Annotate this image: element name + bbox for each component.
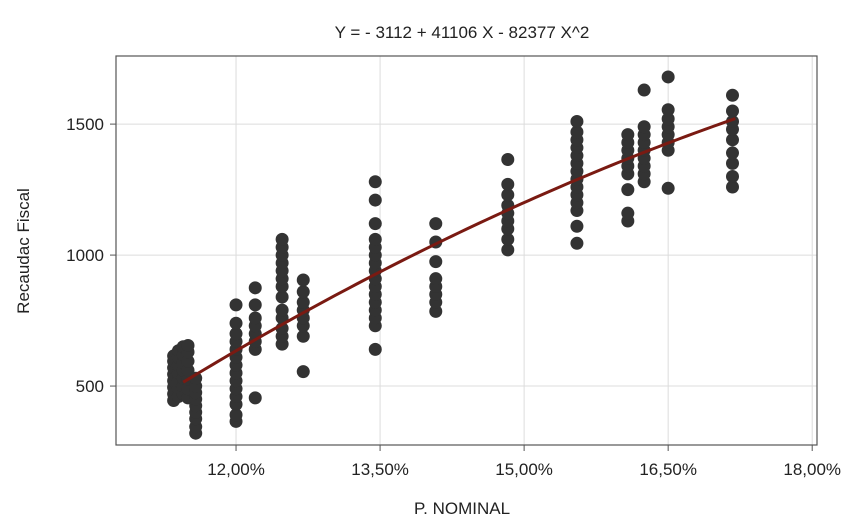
data-point (275, 290, 289, 304)
plot-frame (115, 55, 818, 446)
data-point (501, 232, 515, 246)
data-point (429, 217, 443, 231)
data-point (661, 103, 675, 117)
data-point (368, 217, 382, 231)
fit-curve (182, 117, 736, 384)
data-point (725, 180, 739, 194)
data-point (725, 169, 739, 183)
data-point (229, 316, 243, 330)
y-axis-ticks: 500 1000 1500 (66, 115, 116, 396)
x-tick-label: 15,00% (495, 460, 553, 479)
data-point (368, 193, 382, 207)
data-point (570, 114, 584, 128)
data-point (637, 83, 651, 97)
data-point (296, 295, 310, 309)
data-points (167, 70, 739, 440)
data-point (570, 219, 584, 233)
data-point (429, 304, 443, 318)
data-point (229, 327, 243, 341)
y-tick-label: 1500 (66, 115, 104, 134)
y-tick-label: 1000 (66, 246, 104, 265)
data-point (637, 120, 651, 134)
x-tick-label: 16,50% (639, 460, 697, 479)
data-point (368, 232, 382, 246)
data-point (229, 408, 243, 422)
data-point (275, 232, 289, 246)
data-point (570, 236, 584, 250)
data-point (621, 183, 635, 197)
data-point (725, 156, 739, 170)
x-axis-ticks: 12,00% 13,50% 15,00% 16,50% 18,00% (207, 445, 841, 479)
data-point (429, 255, 443, 269)
data-point (501, 243, 515, 257)
data-point (275, 303, 289, 317)
data-point (661, 181, 675, 195)
data-point (725, 114, 739, 128)
data-point (368, 175, 382, 189)
data-point (229, 298, 243, 312)
data-point (725, 133, 739, 147)
data-point (661, 70, 675, 84)
x-tick-label: 12,00% (207, 460, 265, 479)
data-point (181, 354, 195, 368)
data-point (725, 146, 739, 160)
data-point (296, 273, 310, 287)
y-axis-title: Recaudac Fiscal (14, 188, 33, 314)
x-tick-label: 18,00% (783, 460, 841, 479)
data-point (429, 272, 443, 286)
data-point (501, 177, 515, 191)
data-point (661, 112, 675, 126)
data-point (248, 391, 262, 405)
data-point (501, 152, 515, 166)
data-point (725, 88, 739, 102)
data-point (296, 365, 310, 379)
data-point (368, 342, 382, 356)
data-point (181, 338, 195, 352)
gridlines (116, 56, 817, 445)
data-point (621, 128, 635, 142)
data-point (296, 329, 310, 343)
data-point (248, 311, 262, 325)
data-point (248, 298, 262, 312)
y-tick-label: 500 (76, 377, 104, 396)
x-axis-title: P. NOMINAL (414, 499, 510, 518)
data-point (621, 206, 635, 220)
chart-title: Y = - 3112 + 41106 X - 82377 X^2 (335, 23, 590, 42)
data-point (296, 285, 310, 299)
data-point (501, 188, 515, 202)
data-point (570, 125, 584, 139)
x-tick-label: 13,50% (351, 460, 409, 479)
data-point (248, 281, 262, 295)
data-point (725, 104, 739, 118)
